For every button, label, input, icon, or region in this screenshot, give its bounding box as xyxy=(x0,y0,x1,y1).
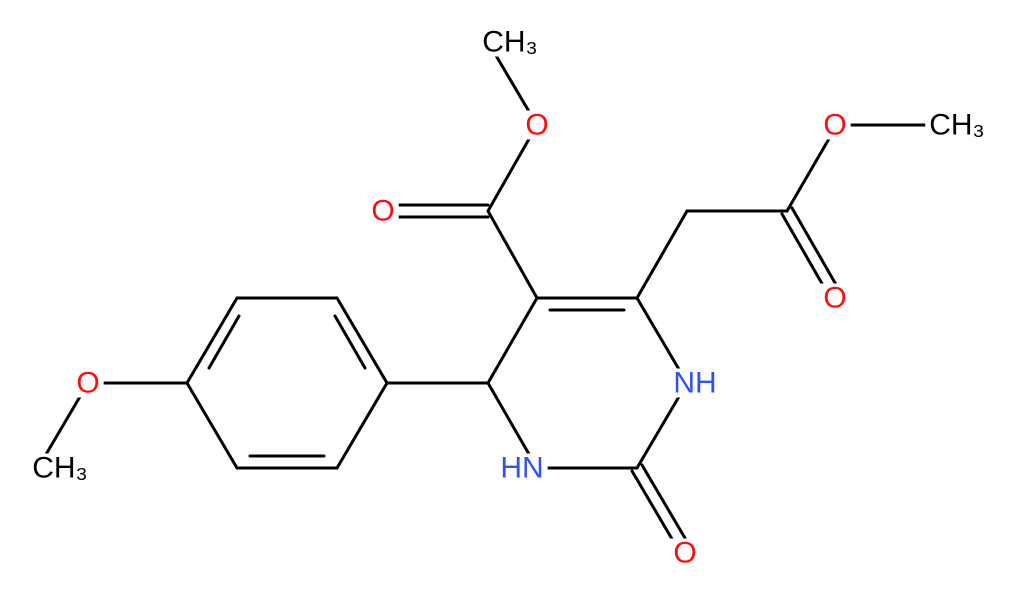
label-backdrop xyxy=(669,368,721,398)
label-backdrop xyxy=(819,110,851,140)
label-backdrop xyxy=(925,110,989,140)
label-backdrop xyxy=(496,453,548,483)
atom-label: CH₃ xyxy=(482,26,538,59)
atom-label: O xyxy=(371,195,394,228)
label-backdrop xyxy=(669,538,701,568)
label-backdrop xyxy=(521,110,553,140)
atom-label: O xyxy=(76,367,99,400)
atom-label: O xyxy=(673,537,696,570)
atom-label: CH₃ xyxy=(32,452,88,485)
atom-labels: CH₃ O O O CH₃ O NH HN O O CH₃ xyxy=(28,26,989,570)
atom-label: O xyxy=(525,109,548,142)
atom-label: CH₃ xyxy=(929,109,985,142)
atom-label: NH xyxy=(673,367,716,400)
atom-label: O xyxy=(823,282,846,315)
label-backdrop xyxy=(72,368,104,398)
atom-label: O xyxy=(823,109,846,142)
label-backdrop xyxy=(367,196,399,226)
label-backdrop xyxy=(28,453,92,483)
bonds xyxy=(36,40,939,558)
label-backdrop xyxy=(819,283,851,313)
label-backdrop xyxy=(478,27,542,57)
atom-label: HN xyxy=(500,452,543,485)
